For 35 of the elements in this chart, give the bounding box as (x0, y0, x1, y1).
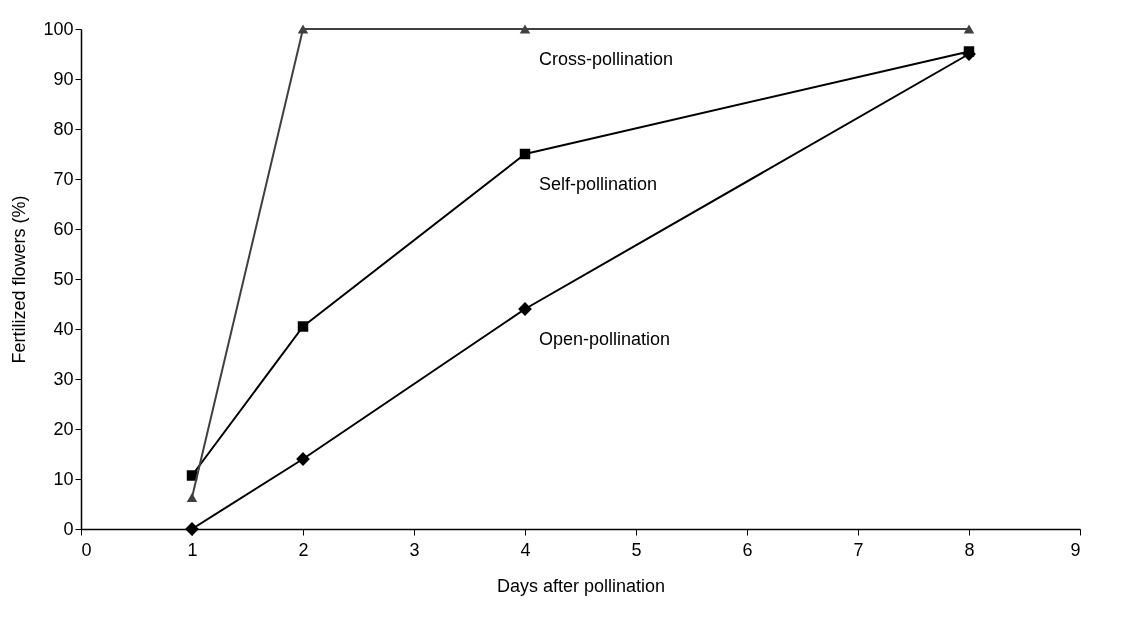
y-tick-label: 40 (53, 318, 74, 339)
y-tick-label: 60 (53, 218, 74, 239)
series-label: Self-pollination (539, 174, 658, 194)
x-tick-label: 9 (1070, 539, 1081, 560)
x-axis-title: Days after pollination (496, 575, 666, 596)
y-tick-label: 10 (53, 468, 74, 489)
point (519, 148, 531, 160)
x-tick-label: 6 (742, 539, 753, 560)
x-tick-label: 1 (187, 539, 198, 560)
y-tick-label: 30 (53, 368, 74, 389)
series-label: Open-pollination (539, 329, 671, 349)
x-tick-label: 4 (520, 539, 531, 560)
y-tick-label: 50 (53, 268, 74, 289)
x-tick-label: 8 (964, 539, 975, 560)
x-tick-label: 7 (853, 539, 864, 560)
point (186, 492, 198, 503)
x-tick-label: 0 (81, 539, 92, 560)
point (963, 24, 975, 34)
y-tick-label: 80 (53, 118, 74, 139)
x-tick-label: 5 (631, 539, 642, 560)
point (297, 321, 309, 332)
series-label: Cross-pollination (539, 49, 674, 69)
y-tick-label: 20 (53, 418, 74, 439)
y-tick-label: 90 (53, 68, 74, 89)
y-tick-label: 70 (53, 168, 74, 189)
y-tick-label: 0 (63, 518, 74, 539)
point (186, 470, 198, 481)
y-tick-label: 100 (43, 18, 74, 39)
x-tick-label: 2 (298, 539, 309, 560)
y-axis-title: Fertilized flowers (%) (9, 195, 30, 364)
point (519, 24, 531, 34)
point (297, 24, 309, 34)
x-tick-label: 3 (409, 539, 420, 560)
point (963, 46, 975, 57)
point (185, 522, 199, 536)
